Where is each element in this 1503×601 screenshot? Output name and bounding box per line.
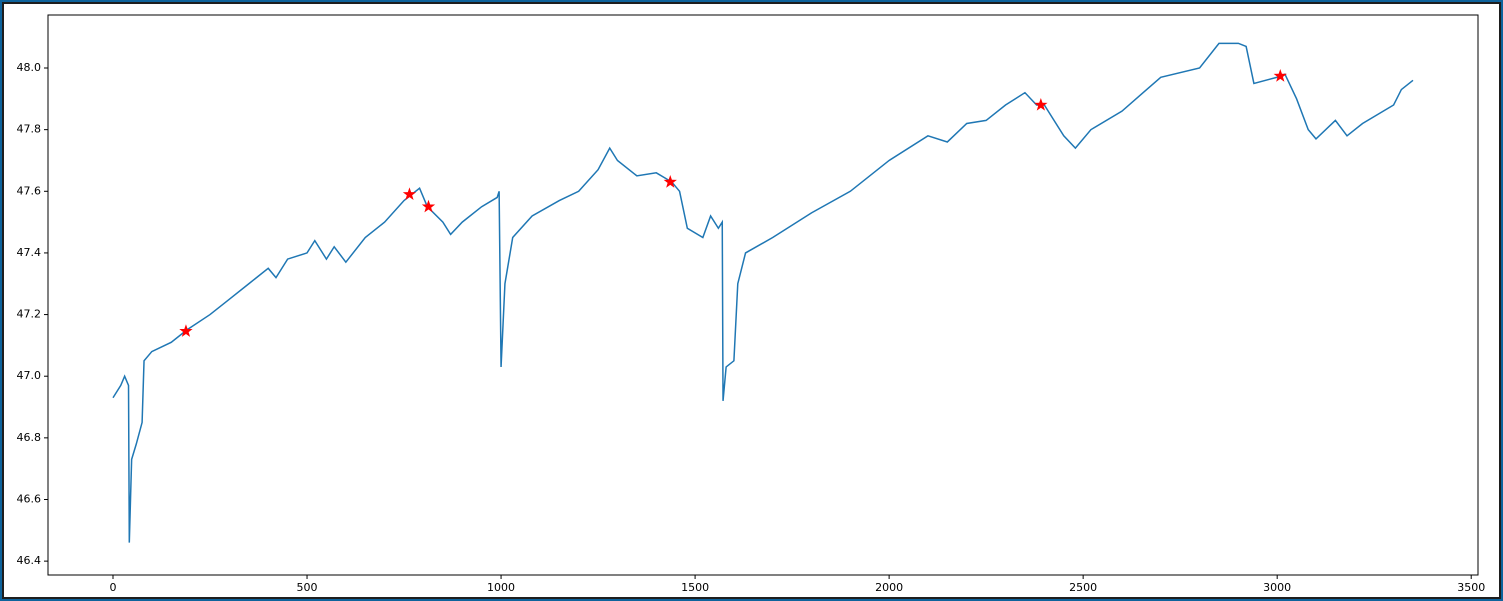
data-line (112, 42, 1414, 543)
x-tick-label: 2500 (1069, 581, 1097, 594)
x-tick-label: 500 (297, 581, 318, 594)
x-tick-label: 1500 (681, 581, 709, 594)
star-marker (402, 187, 417, 201)
x-tick-label: 2000 (875, 581, 903, 594)
y-tick-label: 46.6 (17, 492, 42, 505)
y-tick-label: 46.8 (17, 431, 42, 444)
y-tick-label: 47.8 (17, 123, 42, 136)
y-tick-label: 47.6 (17, 184, 42, 197)
y-tick-label: 47.2 (17, 308, 42, 321)
star-marker (179, 324, 193, 337)
x-tick-label: 1000 (487, 581, 515, 594)
plot-area (47, 14, 1479, 576)
y-tick-label: 47.0 (17, 369, 42, 382)
star-marker (421, 199, 436, 213)
x-tick-label: 3000 (1263, 581, 1291, 594)
star-marker (1034, 97, 1048, 111)
x-tick-label: 3500 (1457, 581, 1485, 594)
x-tick-label: 0 (110, 581, 117, 594)
star-marker (1273, 69, 1287, 82)
y-tick-label: 46.4 (17, 554, 42, 567)
star-marker (663, 175, 677, 188)
y-tick-label: 48.0 (17, 61, 42, 74)
y-tick-label: 47.4 (17, 246, 42, 259)
